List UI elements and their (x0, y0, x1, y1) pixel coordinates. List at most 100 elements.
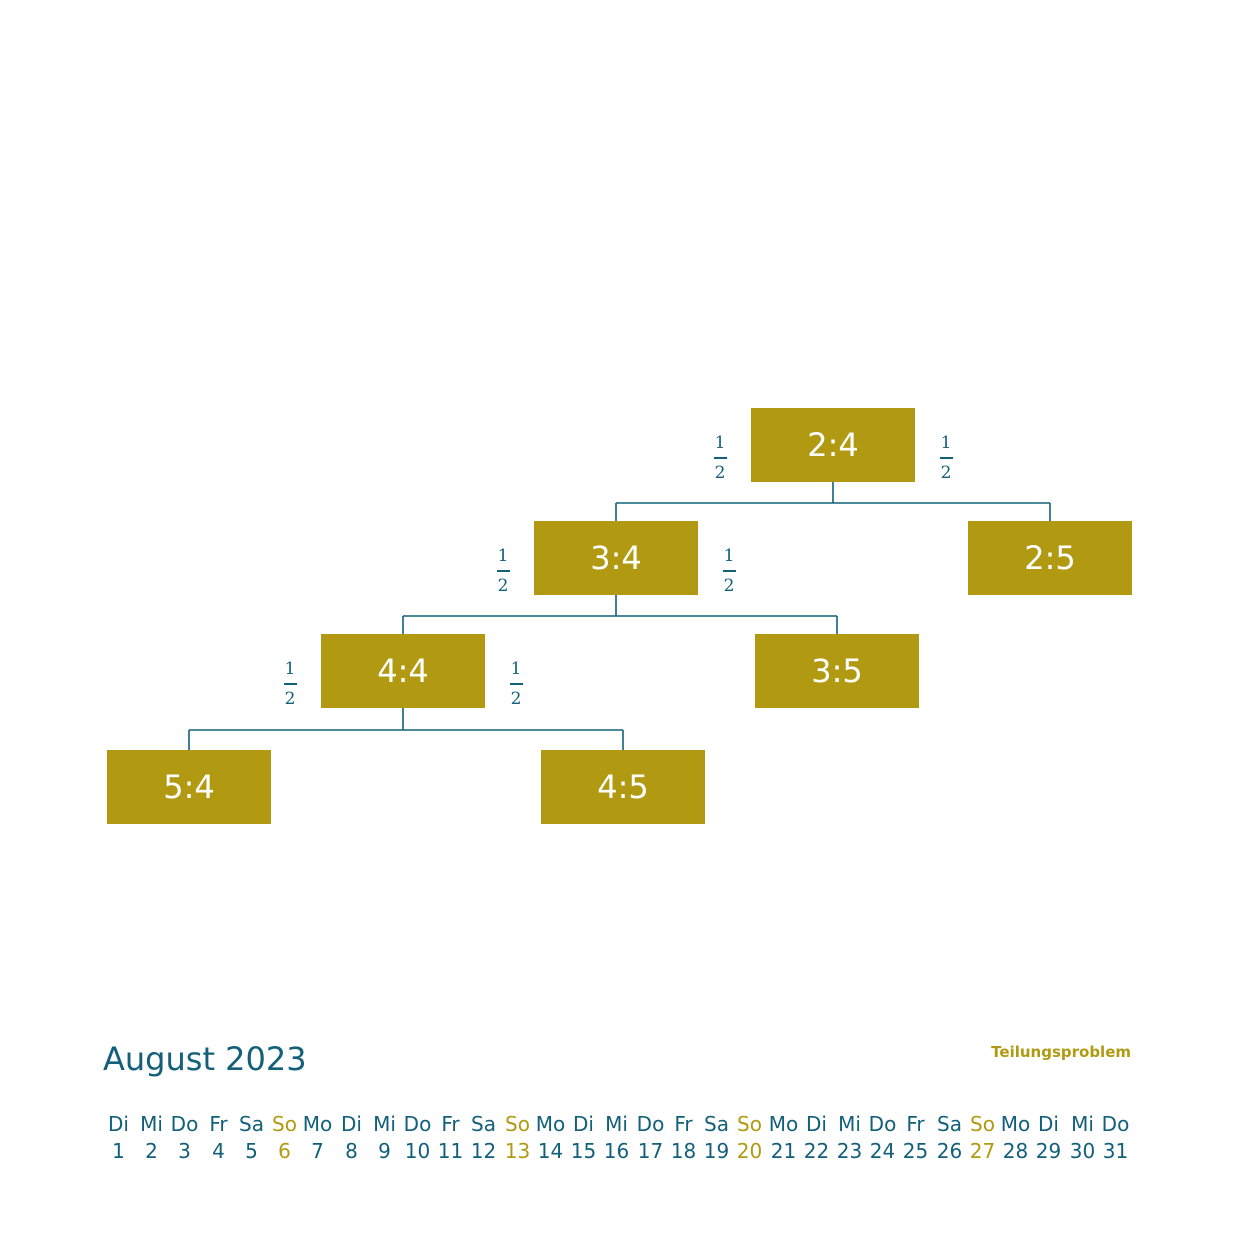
calendar-strip: Di 1 Mi 2 Do 3 Fr 4 Sa 5 So 6 Mo 7 Di 8 Mi 9 Do 10 Fr 11 Sa 12 S… (102, 1111, 1132, 1167)
date-number: 8 (345, 1139, 358, 1163)
fraction-denominator: 2 (723, 575, 735, 596)
date-number: 2 (145, 1139, 158, 1163)
weekday-label: Sa (471, 1112, 496, 1136)
date-number: 13 (504, 1139, 531, 1163)
weekday-label: So (505, 1112, 530, 1136)
tree-node-3-5: 3:5 (755, 634, 919, 708)
weekday-label: Di (573, 1112, 594, 1136)
date-number: 26 (936, 1139, 963, 1163)
weekday-label: Mo (768, 1112, 799, 1136)
date-number: 9 (378, 1139, 391, 1163)
fraction-bar (509, 683, 523, 685)
calendar-day: Fr 18 (667, 1111, 700, 1165)
topic-label: Teilungsproblem (991, 1043, 1131, 1061)
weekday-label: Di (806, 1112, 827, 1136)
weekday-label: Do (403, 1112, 432, 1136)
weekday-label: Fr (674, 1112, 693, 1136)
calendar-day: Do 31 (1099, 1111, 1132, 1165)
fraction-bar (283, 683, 297, 685)
date-number: 17 (637, 1139, 664, 1163)
calendar-day: Mi 16 (600, 1111, 633, 1165)
tree-node-3-4: 3:4 (534, 521, 698, 595)
date-number: 22 (803, 1139, 830, 1163)
date-number: 27 (969, 1139, 996, 1163)
calendar-day: Di 29 (1032, 1111, 1065, 1165)
calendar-day: Do 17 (634, 1111, 667, 1165)
fraction-denominator: 2 (497, 575, 509, 596)
date-number: 20 (736, 1139, 763, 1163)
calendar-day: Mo 21 (767, 1111, 800, 1165)
fraction-denominator: 2 (510, 688, 522, 709)
weekday-label: Do (170, 1112, 199, 1136)
weekday-label: Sa (704, 1112, 729, 1136)
fraction-bar (496, 570, 510, 572)
calendar-day: Mi 30 (1066, 1111, 1099, 1165)
calendar-day: Mi 9 (368, 1111, 401, 1165)
fraction-bar (713, 457, 727, 459)
calendar-day: So 27 (966, 1111, 999, 1165)
calendar-day: Fr 25 (899, 1111, 932, 1165)
fraction-denominator: 2 (284, 688, 296, 709)
calendar-day: Di 1 (102, 1111, 135, 1165)
calendar-day: Do 10 (401, 1111, 434, 1165)
date-number: 25 (902, 1139, 929, 1163)
fraction-numerator: 1 (714, 433, 726, 453)
tree-node-4-5: 4:5 (541, 750, 705, 824)
weekday-label: Fr (209, 1112, 228, 1136)
date-number: 7 (311, 1139, 324, 1163)
date-number: 3 (178, 1139, 191, 1163)
date-number: 12 (470, 1139, 497, 1163)
weekday-label: Mi (838, 1112, 861, 1136)
tree-node-2-5: 2:5 (968, 521, 1132, 595)
date-number: 4 (212, 1139, 225, 1163)
calendar-day: Fr 4 (202, 1111, 235, 1165)
calendar-day: Sa 12 (467, 1111, 500, 1165)
weekday-label: Fr (441, 1112, 460, 1136)
calendar-day: Mo 14 (534, 1111, 567, 1165)
fraction-numerator: 1 (497, 546, 509, 566)
calendar-day: So 13 (501, 1111, 534, 1165)
date-number: 28 (1002, 1139, 1029, 1163)
weekday-label: So (272, 1112, 297, 1136)
calendar-day: Sa 19 (700, 1111, 733, 1165)
fraction-denominator: 2 (940, 462, 952, 483)
weekday-label: Mi (1071, 1112, 1094, 1136)
tree-node-4-4: 4:4 (321, 634, 485, 708)
weekday-label: Mi (373, 1112, 396, 1136)
weekday-label: Mo (1000, 1112, 1031, 1136)
fraction-numerator: 1 (723, 546, 735, 566)
weekday-label: Do (636, 1112, 665, 1136)
date-number: 15 (570, 1139, 597, 1163)
fraction-bar (939, 457, 953, 459)
date-number: 31 (1102, 1139, 1129, 1163)
calendar-day: Sa 26 (933, 1111, 966, 1165)
fraction-denominator: 2 (714, 462, 726, 483)
weekday-label: Di (341, 1112, 362, 1136)
date-number: 16 (603, 1139, 630, 1163)
date-number: 19 (703, 1139, 730, 1163)
fraction-numerator: 1 (284, 659, 296, 679)
fraction-numerator: 1 (940, 433, 952, 453)
calendar-day: Mo 28 (999, 1111, 1032, 1165)
weekday-label: Di (1038, 1112, 1059, 1136)
calendar-day: Do 24 (866, 1111, 899, 1165)
date-number: 5 (245, 1139, 258, 1163)
weekday-label: Sa (937, 1112, 962, 1136)
date-number: 14 (537, 1139, 564, 1163)
weekday-label: Fr (906, 1112, 925, 1136)
weekday-label: Mo (535, 1112, 566, 1136)
date-number: 23 (836, 1139, 863, 1163)
calendar-day: Sa 5 (235, 1111, 268, 1165)
calendar-day: Do 3 (168, 1111, 201, 1165)
date-number: 1 (112, 1139, 125, 1163)
month-title: August 2023 (103, 1040, 307, 1078)
weekday-label: Do (868, 1112, 897, 1136)
weekday-label: So (737, 1112, 762, 1136)
weekday-label: Sa (239, 1112, 264, 1136)
calendar-day: So 20 (733, 1111, 766, 1165)
weekday-label: Mo (302, 1112, 333, 1136)
